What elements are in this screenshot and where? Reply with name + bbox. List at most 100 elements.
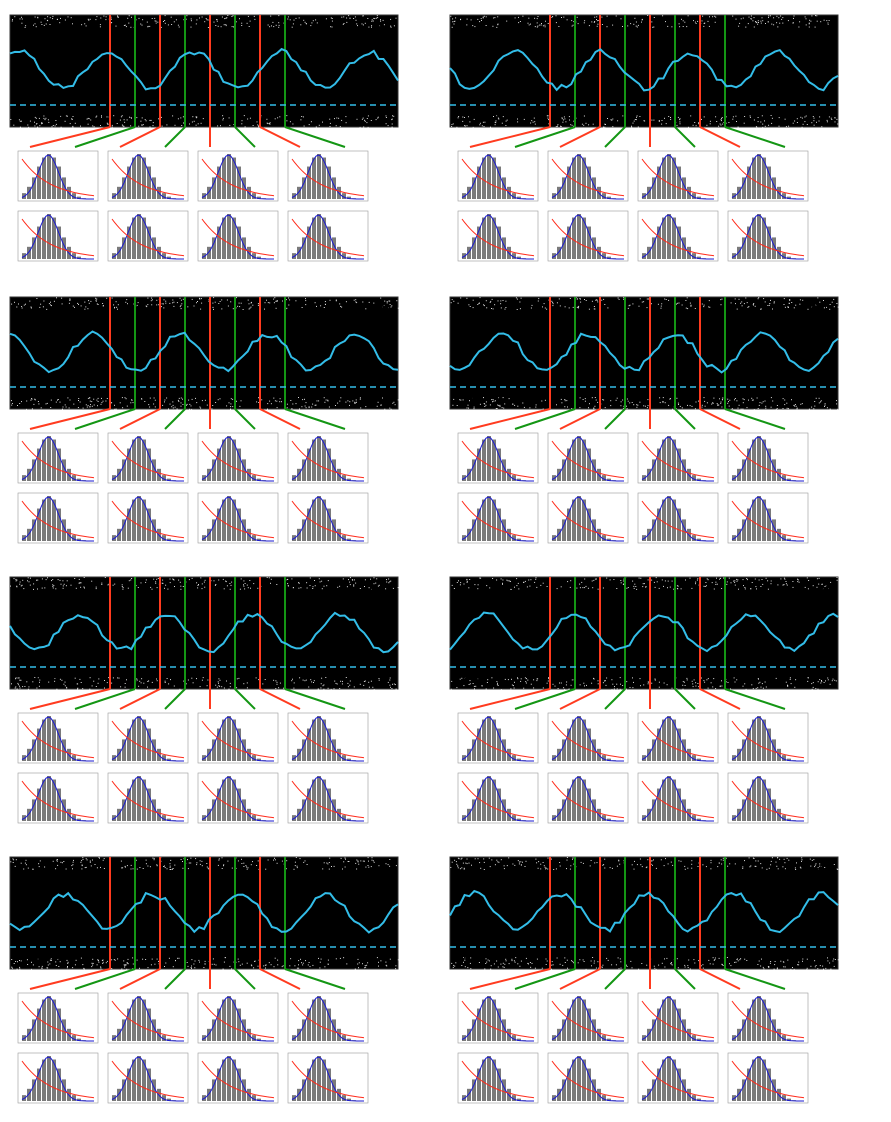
histogram-inset	[197, 150, 279, 202]
histogram-fit-blue	[291, 154, 364, 200]
scatter-point	[95, 300, 97, 302]
scatter-point	[359, 397, 361, 399]
scatter-point	[547, 117, 549, 119]
scatter-point	[738, 404, 740, 406]
scatter-point	[373, 861, 375, 863]
histogram-bar	[607, 196, 611, 199]
scatter-point	[316, 22, 318, 24]
scatter-point	[659, 402, 661, 404]
scatter-point	[141, 24, 143, 26]
scatter-point	[775, 408, 777, 410]
scatter-point	[485, 25, 487, 26]
scatter-point	[753, 26, 755, 28]
scatter-point	[105, 19, 107, 21]
scatter-point	[166, 397, 168, 399]
scatter-point	[639, 401, 641, 403]
histogram-bar	[142, 779, 146, 821]
scatter-point	[80, 957, 82, 959]
histogram-bar	[147, 1068, 151, 1101]
scatter-point	[627, 400, 629, 402]
scatter-point	[479, 124, 481, 126]
scatter-point	[765, 23, 766, 24]
scatter-point	[177, 399, 179, 401]
scatter-point	[768, 15, 770, 17]
scatter-point	[255, 677, 257, 679]
scatter-point	[662, 401, 664, 403]
scatter-point	[86, 859, 88, 861]
scatter-point	[196, 582, 198, 584]
histogram-bar	[237, 728, 241, 761]
scatter-point	[687, 967, 689, 968]
scatter-point	[186, 403, 188, 405]
scatter-point	[77, 688, 78, 690]
scatter-point	[243, 584, 244, 586]
scatter-point	[221, 299, 223, 301]
connector-line	[699, 408, 741, 430]
histogram-bar	[252, 193, 256, 199]
histogram-bar	[557, 1088, 561, 1101]
scatter-point	[80, 861, 82, 863]
scatter-point	[816, 20, 818, 22]
histogram-bar	[207, 808, 211, 821]
scatter-point	[692, 686, 694, 688]
scatter-point	[377, 117, 379, 119]
scatter-point	[783, 304, 785, 305]
scatter-point	[14, 301, 15, 303]
scatter-point	[810, 20, 812, 22]
scatter-point	[837, 959, 839, 961]
scatter-point	[725, 122, 727, 124]
scatter-point	[298, 964, 299, 966]
scatter-point	[389, 859, 391, 860]
histogram-bar	[62, 237, 66, 259]
scatter-point	[457, 302, 459, 304]
scatter-point	[189, 123, 190, 125]
scatter-point	[502, 579, 504, 581]
histogram-bar	[212, 739, 216, 761]
scatter-point	[225, 24, 227, 26]
scatter-point	[82, 858, 84, 860]
histogram-fit-blue	[731, 154, 804, 200]
scatter-point	[179, 297, 181, 299]
histogram-bar	[342, 535, 346, 541]
scatter-point	[362, 117, 364, 119]
histogram-bar	[502, 739, 506, 761]
scatter-point	[298, 582, 300, 584]
scatter-point	[520, 960, 522, 962]
histogram-bar	[757, 214, 761, 259]
scatter-point	[738, 25, 740, 27]
scatter-point	[273, 298, 275, 300]
scatter-point	[319, 967, 321, 969]
scatter-point	[455, 17, 457, 19]
scatter-point	[145, 959, 147, 960]
scatter-point	[474, 26, 476, 28]
scatter-point	[542, 25, 544, 27]
scatter-point	[357, 958, 359, 960]
scatter-point	[88, 302, 90, 304]
scatter-point	[352, 400, 354, 402]
scatter-point	[654, 678, 656, 680]
histogram-inset	[547, 992, 629, 1044]
scatter-point	[777, 868, 779, 870]
scatter-point	[470, 968, 472, 970]
scatter-point	[385, 117, 387, 118]
scatter-point	[660, 305, 662, 307]
scatter-point	[734, 298, 736, 300]
histogram-bar	[57, 226, 61, 259]
scatter-point	[721, 863, 723, 865]
scatter-point	[577, 307, 579, 309]
scatter-point	[491, 859, 493, 861]
scatter-point	[504, 308, 506, 310]
histogram-bar	[117, 468, 121, 481]
scatter-point	[829, 308, 831, 310]
scatter-point	[11, 400, 12, 402]
scatter-point	[92, 962, 94, 964]
scatter-point	[651, 860, 653, 862]
scatter-point	[353, 18, 355, 19]
scatter-point	[213, 21, 215, 23]
panel-b	[449, 296, 839, 544]
scatter-point	[300, 119, 302, 121]
scatter-point	[576, 306, 578, 308]
scatter-point	[831, 119, 833, 120]
scatter-point	[522, 402, 524, 404]
scatter-point	[36, 579, 37, 581]
